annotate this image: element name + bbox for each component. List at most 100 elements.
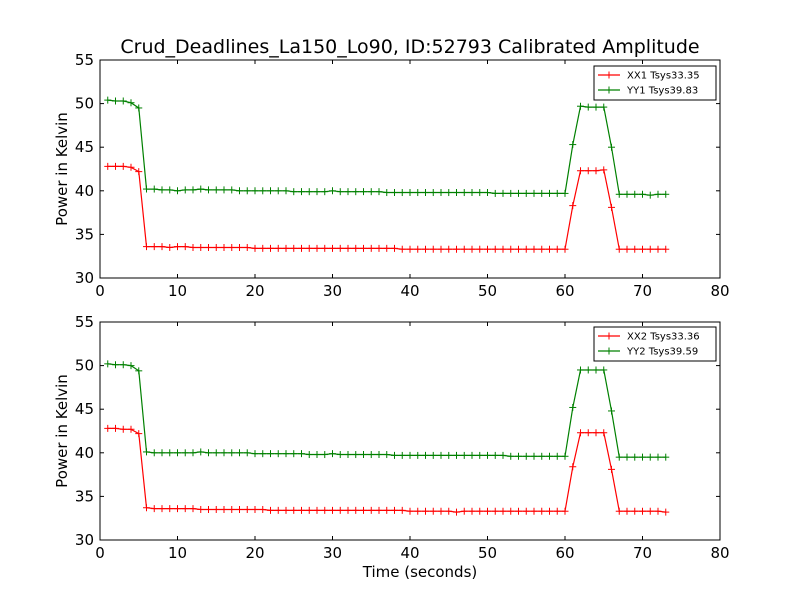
y-tick-label: 40 [75,444,94,462]
data-point [298,450,305,458]
data-point [360,506,367,514]
data-point [515,189,522,197]
y-axis-label: Power in Kelvin [53,374,71,488]
data-point [367,506,375,514]
data-point [267,506,274,514]
data-point [112,424,119,432]
data-point [491,245,499,253]
x-tick-label: 10 [168,282,187,300]
data-point [189,186,197,194]
data-point [398,245,406,253]
x-tick-label: 70 [633,544,652,562]
data-point [429,507,437,515]
x-axis-label: Time (seconds) [362,563,478,581]
data-point [352,244,360,252]
data-point [375,188,383,196]
legend-box [593,65,717,101]
data-point [352,451,360,459]
legend-entry-label: XX1 Tsys33.35 [627,71,700,82]
data-point [119,425,127,433]
data-point [499,245,507,253]
data-point [592,103,600,111]
data-point [530,507,538,515]
data-point [313,244,321,252]
x-tick-label: 40 [400,544,419,562]
x-tick-label: 30 [323,282,342,300]
data-point [422,451,429,459]
data-point [584,167,592,175]
y-tick-label: 55 [75,313,94,331]
data-point [135,430,143,438]
data-point [608,465,615,473]
data-point [522,507,530,515]
data-point [321,244,329,252]
data-point [344,451,352,459]
data-point [274,244,282,252]
data-point [236,505,243,513]
data-point [615,507,623,515]
data-point [592,366,600,374]
data-point [189,449,197,457]
data-point [150,505,158,513]
data-point [212,186,220,194]
data-point [329,244,336,252]
data-point [189,243,197,251]
data-point [290,188,298,196]
data-point [305,451,313,459]
y-tick-label: 35 [75,225,94,243]
data-point [181,449,189,457]
data-point [515,507,522,515]
data-point [639,453,646,461]
data-point [251,450,259,458]
data-point [639,190,646,198]
data-point [553,189,561,197]
data-point [429,245,437,253]
data-point [453,245,460,253]
data-point [538,507,546,515]
data-point [135,168,143,176]
data-point [259,505,267,513]
data-point [220,186,228,194]
legend: XX2 Tsys33.36 YY2 Tsys39.59 [593,326,717,362]
data-point [127,163,135,171]
data-point [243,505,251,513]
data-point [623,245,631,253]
data-point [336,244,344,252]
data-point [530,452,538,460]
bottom-plot: 0 10 20 30 40 50 60 70 80 30 35 40 45 50 55 Power in Ke… [53,313,730,581]
data-point [321,188,329,196]
data-point [158,505,166,513]
data-point [437,245,445,253]
data-point [476,189,484,197]
x-tick-label: 40 [400,282,419,300]
data-point [476,507,484,515]
data-point [290,244,298,252]
y-tick-label: 30 [75,269,94,287]
data-point [460,189,468,197]
data-point [422,245,429,253]
data-point [383,451,391,459]
y-tick-label: 35 [75,487,94,505]
data-point [313,188,321,196]
data-point [654,507,662,515]
legend-entry-label: YY2 Tsys39.59 [626,347,698,358]
data-point [166,449,174,457]
data-point [414,189,422,197]
data-point [251,505,259,513]
data-point [414,451,422,459]
data-point [251,244,259,252]
data-point [608,143,615,151]
data-point [174,505,181,513]
data-point [553,507,561,515]
data-point [197,185,205,193]
data-point [398,506,406,514]
data-point [592,429,600,437]
y-tick-label: 40 [75,182,94,200]
data-point [352,188,360,196]
data-point [429,189,437,197]
data-point [112,162,119,170]
data-point [553,452,561,460]
data-point [143,448,150,456]
data-point [274,187,282,195]
data-point [236,243,243,251]
